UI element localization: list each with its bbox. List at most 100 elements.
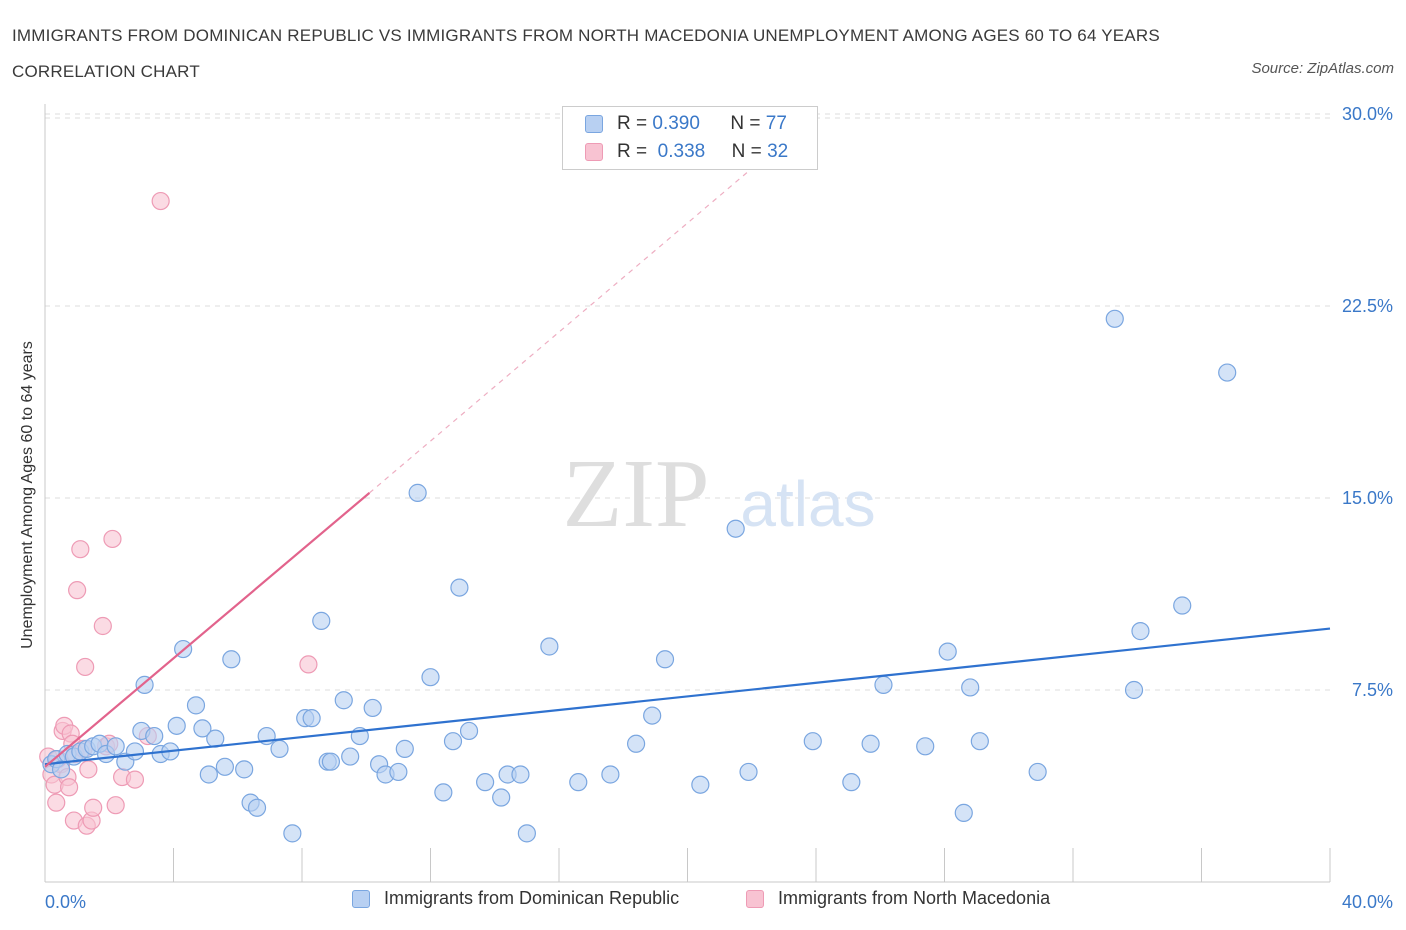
data-point-dominican-republic [726,519,745,538]
data-point-dominican-republic [842,773,861,792]
data-point-dominican-republic [135,675,154,694]
data-point-dominican-republic [222,650,241,669]
watermark-atlas: atlas [740,468,875,540]
legend-n-label: N = [730,113,761,134]
data-point-dominican-republic [1173,596,1192,615]
trend-line-dominican-republic [44,627,1331,766]
data-point-dominican-republic [193,719,212,738]
x-tick-label-min: 0.0% [45,892,86,912]
chart-title: IMMIGRANTS FROM DOMINICAN REPUBLIC VS IM… [12,26,1160,81]
data-point-north-macedonia [71,540,90,559]
data-point-dominican-republic [186,696,206,715]
y-tick-label: 30.0% [1342,104,1393,124]
series-legend-dominican[interactable]: Immigrants from Dominican Republic [352,888,679,909]
data-point-dominican-republic [283,824,302,843]
data-point-dominican-republic [302,709,321,728]
trend-line-north-macedonia [44,492,371,768]
data-point-dominican-republic [1131,622,1150,641]
data-point-dominican-republic [106,737,125,756]
data-point-north-macedonia [299,655,318,674]
data-point-north-macedonia [103,529,122,549]
data-point-north-macedonia [59,778,79,797]
data-point-north-macedonia [76,657,95,677]
y-tick-label: 15.0% [1342,488,1393,508]
legend-r-value: 0.390 [652,113,700,134]
y-tick-labels: 7.5% 15.0% 22.5% 30.0% [1342,104,1393,700]
legend-swatch-pink [585,143,603,161]
data-point-dominican-republic [916,737,935,756]
data-point-dominican-republic [476,773,495,792]
trend-lines [44,113,1331,768]
data-point-dominican-republic [199,765,218,784]
data-point-dominican-republic [125,742,145,761]
series-legend: Immigrants from Dominican Republic Immig… [0,888,1406,916]
data-point-dominican-republic [1105,309,1124,328]
data-point-dominican-republic [601,765,620,784]
trend-line-north-macedonia-extension [369,113,817,494]
legend-row-dominican: R = 0.390 N = 77 [585,112,787,136]
data-point-north-macedonia [84,798,103,817]
legend-r-label: R = [617,113,648,134]
data-point-dominican-republic [450,578,469,597]
data-point-north-macedonia [93,616,112,636]
x-tick-label-max: 40.0% [1342,892,1393,912]
series-swatch-blue [352,889,370,908]
data-point-north-macedonia [151,191,170,211]
x-tick-labels: 0.0% 40.0% [45,892,1393,912]
data-point-dominican-republic [961,678,980,697]
dominican-republic-points [42,309,1237,843]
data-point-dominican-republic [235,760,254,779]
data-point-dominican-republic [861,734,880,753]
watermark: ZIP atlas [563,440,876,548]
data-point-north-macedonia [125,770,145,789]
data-point-dominican-republic [443,732,463,751]
data-point-dominican-republic [540,637,559,656]
data-point-dominican-republic [492,788,511,807]
series-swatch-pink [746,889,764,908]
data-point-dominican-republic [459,721,479,741]
data-point-north-macedonia [106,796,125,815]
data-point-dominican-republic [691,775,710,794]
series-legend-macedonia[interactable]: Immigrants from North Macedonia [746,888,1050,909]
data-point-dominican-republic [363,698,382,718]
data-point-dominican-republic [569,773,588,792]
source-label: Source: ZipAtlas.com [1251,60,1394,77]
data-point-dominican-republic [247,798,267,817]
data-point-dominican-republic [1124,680,1144,700]
data-point-dominican-republic [270,739,289,758]
data-point-dominican-republic [395,739,414,758]
data-point-dominican-republic [511,765,530,784]
correlation-legend: R = 0.390 N = 77 R = 0.338 N = 32 [562,106,818,170]
data-point-north-macedonia [68,581,87,600]
data-point-dominican-republic [145,726,164,746]
data-point-dominican-republic [341,747,360,766]
legend-n-label: N = [731,141,762,162]
y-tick-label: 22.5% [1342,296,1393,316]
data-point-dominican-republic [312,611,331,630]
data-point-dominican-republic [938,642,957,661]
series-legend-label: Immigrants from Dominican Republic [384,888,680,908]
data-point-dominican-republic [954,803,973,822]
legend-n-value: 32 [767,141,789,162]
data-point-dominican-republic [1218,363,1237,382]
legend-r-label: R = [617,141,648,162]
legend-n-value: 77 [765,113,787,134]
data-point-dominican-republic [517,824,536,843]
data-point-dominican-republic [803,732,822,751]
data-point-dominican-republic [408,483,427,502]
data-point-dominican-republic [970,732,989,751]
legend-r-value: 0.338 [657,141,706,162]
data-point-dominican-republic [334,691,353,710]
data-point-dominican-republic [626,734,646,753]
data-point-dominican-republic [643,706,662,725]
y-tick-label: 7.5% [1352,680,1393,700]
data-point-dominican-republic [874,675,893,694]
legend-swatch-blue [585,115,603,133]
data-point-dominican-republic [215,757,234,776]
watermark-zip: ZIP [563,440,710,548]
data-point-north-macedonia [47,793,66,812]
data-point-dominican-republic [321,752,341,771]
data-point-dominican-republic [51,760,71,779]
data-point-dominican-republic [1028,762,1047,782]
